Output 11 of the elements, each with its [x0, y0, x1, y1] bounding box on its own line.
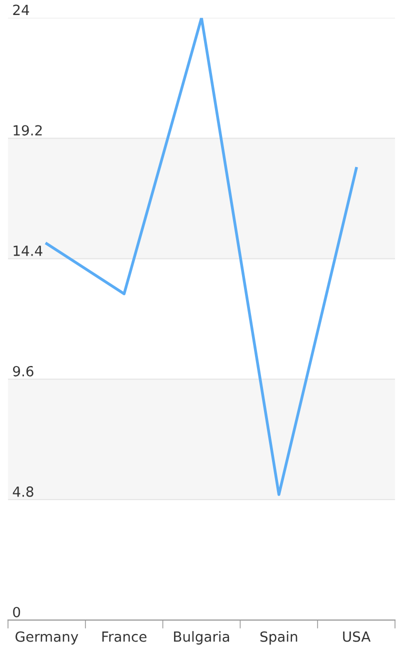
- y-tick-label: 9.6: [13, 366, 34, 376]
- y-tick-label: 4.8: [12, 486, 34, 497]
- y-tick-label: 19.2: [14, 125, 42, 136]
- x-tick-label: Spain: [260, 631, 298, 645]
- y-tick-label: 24: [13, 4, 30, 15]
- x-tick-label: Germany: [16, 631, 78, 645]
- y-tick-label: 14.4: [14, 246, 42, 256]
- y-tick-label: 0: [13, 606, 20, 618]
- x-tick-label: Bulgaria: [174, 631, 230, 645]
- x-tick-label: USA: [343, 631, 371, 642]
- x-tick-label: France: [102, 632, 146, 642]
